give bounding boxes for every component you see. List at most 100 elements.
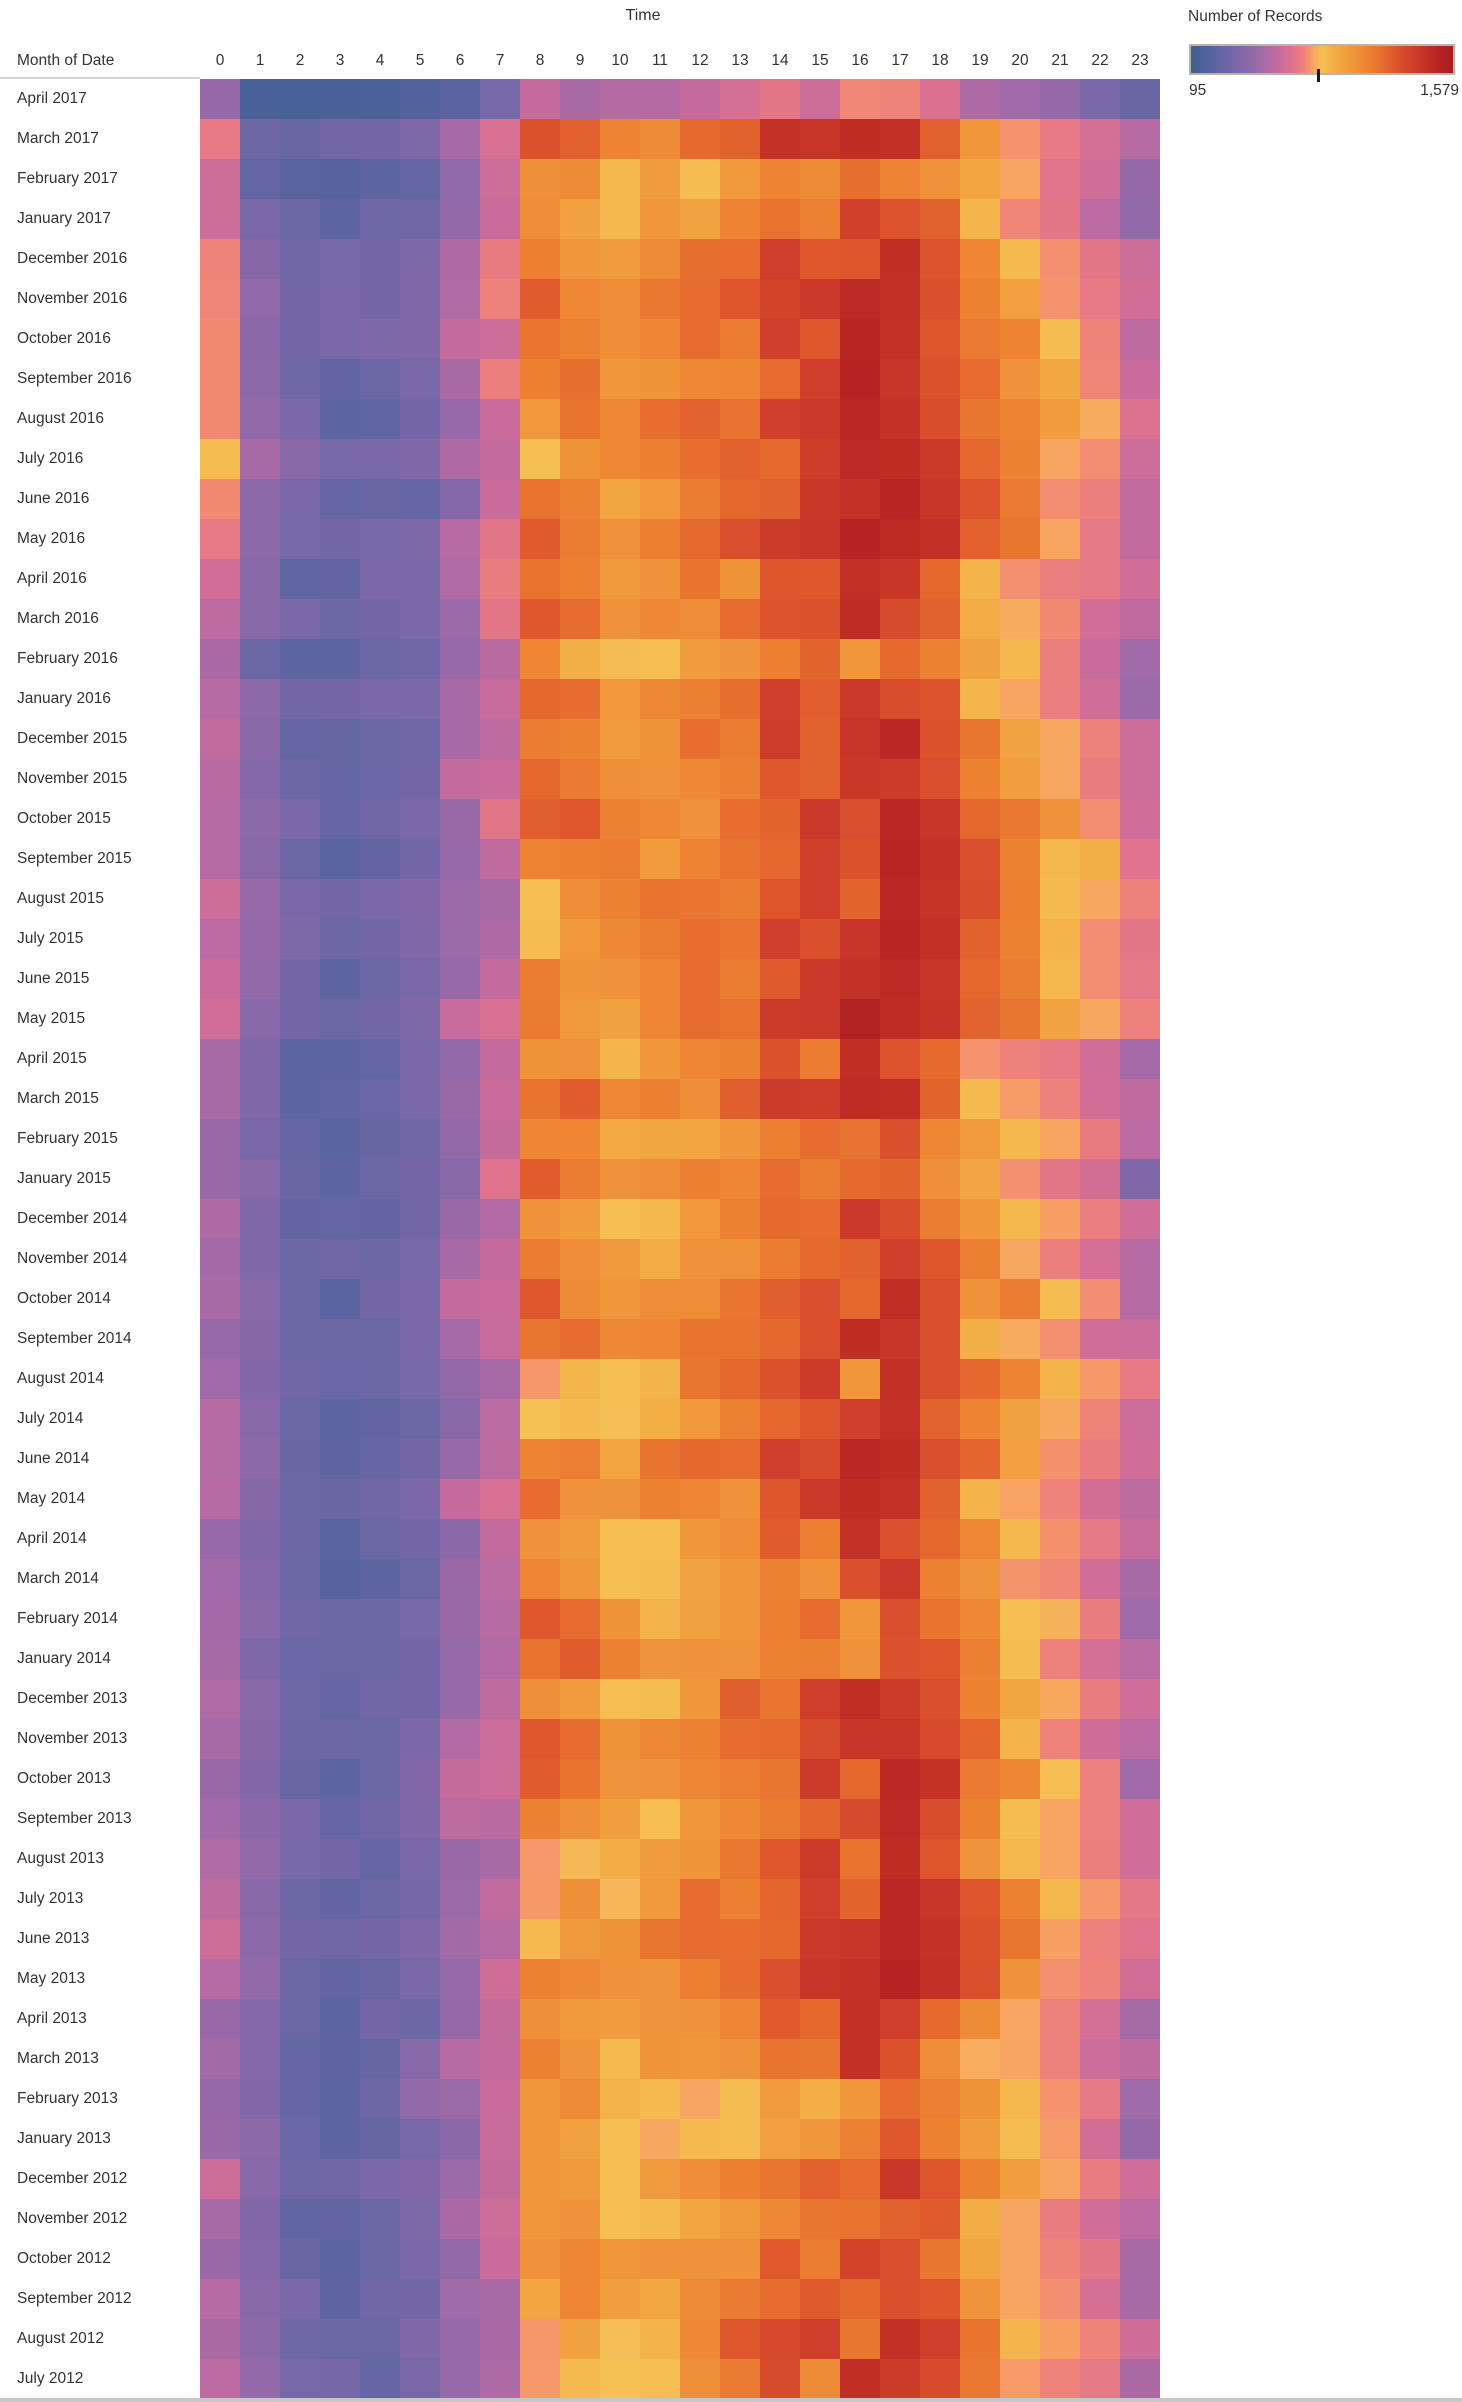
heatmap-cell[interactable]: [560, 999, 600, 1039]
heatmap-cell[interactable]: [1040, 1559, 1080, 1599]
heatmap-cell[interactable]: [600, 1119, 640, 1159]
heatmap-cell[interactable]: [1040, 639, 1080, 679]
heatmap-cell[interactable]: [920, 599, 960, 639]
heatmap-cell[interactable]: [280, 839, 320, 879]
heatmap-cell[interactable]: [520, 439, 560, 479]
heatmap-cell[interactable]: [680, 519, 720, 559]
heatmap-cell[interactable]: [800, 2279, 840, 2319]
heatmap-cell[interactable]: [480, 1999, 520, 2039]
heatmap-cell[interactable]: [920, 999, 960, 1039]
heatmap-cell[interactable]: [1000, 1399, 1040, 1439]
heatmap-cell[interactable]: [320, 799, 360, 839]
heatmap-cell[interactable]: [320, 1359, 360, 1399]
heatmap-cell[interactable]: [600, 279, 640, 319]
month-row-header[interactable]: July 2014: [17, 1410, 84, 1427]
heatmap-cell[interactable]: [760, 919, 800, 959]
heatmap-cell[interactable]: [200, 1039, 240, 1079]
heatmap-cell[interactable]: [1040, 1519, 1080, 1559]
heatmap-cell[interactable]: [840, 279, 880, 319]
heatmap-cell[interactable]: [600, 959, 640, 999]
heatmap-cell[interactable]: [560, 2199, 600, 2239]
heatmap-cell[interactable]: [1040, 1199, 1080, 1239]
heatmap-cell[interactable]: [360, 2079, 400, 2119]
heatmap-cell[interactable]: [320, 999, 360, 1039]
heatmap-cell[interactable]: [560, 279, 600, 319]
heatmap-cell[interactable]: [1040, 399, 1080, 439]
heatmap-cell[interactable]: [1040, 1919, 1080, 1959]
heatmap-cell[interactable]: [680, 159, 720, 199]
heatmap-cell[interactable]: [920, 399, 960, 439]
heatmap-cell[interactable]: [280, 1239, 320, 1279]
heatmap-cell[interactable]: [320, 599, 360, 639]
heatmap-cell[interactable]: [280, 1159, 320, 1199]
heatmap-cell[interactable]: [800, 1319, 840, 1359]
heatmap-cell[interactable]: [760, 399, 800, 439]
heatmap-cell[interactable]: [320, 2279, 360, 2319]
heatmap-cell[interactable]: [240, 879, 280, 919]
heatmap-cell[interactable]: [1120, 2119, 1160, 2159]
heatmap-cell[interactable]: [360, 1159, 400, 1199]
heatmap-cell[interactable]: [640, 639, 680, 679]
heatmap-cell[interactable]: [480, 519, 520, 559]
heatmap-cell[interactable]: [1000, 1159, 1040, 1199]
heatmap-cell[interactable]: [760, 879, 800, 919]
heatmap-cell[interactable]: [440, 79, 480, 119]
heatmap-cell[interactable]: [800, 279, 840, 319]
heatmap-cell[interactable]: [600, 79, 640, 119]
heatmap-cell[interactable]: [640, 1599, 680, 1639]
heatmap-cell[interactable]: [1040, 959, 1080, 999]
heatmap-cell[interactable]: [800, 319, 840, 359]
heatmap-cell[interactable]: [1080, 759, 1120, 799]
month-row-header[interactable]: January 2017: [17, 210, 111, 227]
heatmap-cell[interactable]: [520, 199, 560, 239]
heatmap-cell[interactable]: [960, 1679, 1000, 1719]
heatmap-cell[interactable]: [920, 1079, 960, 1119]
heatmap-cell[interactable]: [480, 1439, 520, 1479]
heatmap-cell[interactable]: [680, 1439, 720, 1479]
heatmap-cell[interactable]: [1000, 1639, 1040, 1679]
heatmap-cell[interactable]: [600, 479, 640, 519]
heatmap-cell[interactable]: [1080, 1799, 1120, 1839]
heatmap-cell[interactable]: [1000, 1879, 1040, 1919]
heatmap-cell[interactable]: [800, 599, 840, 639]
heatmap-cell[interactable]: [520, 2319, 560, 2359]
heatmap-cell[interactable]: [1120, 479, 1160, 519]
heatmap-cell[interactable]: [720, 399, 760, 439]
heatmap-cell[interactable]: [640, 199, 680, 239]
heatmap-cell[interactable]: [760, 719, 800, 759]
heatmap-cell[interactable]: [400, 1039, 440, 1079]
heatmap-cell[interactable]: [480, 1119, 520, 1159]
heatmap-cell[interactable]: [600, 1399, 640, 1439]
heatmap-cell[interactable]: [240, 1759, 280, 1799]
heatmap-cell[interactable]: [360, 2239, 400, 2279]
hour-column-header-19[interactable]: 19: [971, 52, 989, 69]
heatmap-cell[interactable]: [280, 1519, 320, 1559]
heatmap-cell[interactable]: [280, 879, 320, 919]
heatmap-cell[interactable]: [1120, 1399, 1160, 1439]
heatmap-cell[interactable]: [320, 2199, 360, 2239]
heatmap-cell[interactable]: [560, 1999, 600, 2039]
heatmap-cell[interactable]: [1040, 2319, 1080, 2359]
heatmap-cell[interactable]: [920, 919, 960, 959]
heatmap-cell[interactable]: [240, 1399, 280, 1439]
heatmap-cell[interactable]: [640, 839, 680, 879]
heatmap-cell[interactable]: [720, 1879, 760, 1919]
heatmap-cell[interactable]: [320, 319, 360, 359]
heatmap-cell[interactable]: [360, 1959, 400, 1999]
heatmap-cell[interactable]: [680, 1399, 720, 1439]
heatmap-cell[interactable]: [360, 199, 400, 239]
heatmap-cell[interactable]: [920, 159, 960, 199]
heatmap-cell[interactable]: [240, 479, 280, 519]
heatmap-cell[interactable]: [440, 1719, 480, 1759]
heatmap-cell[interactable]: [680, 759, 720, 799]
heatmap-cell[interactable]: [240, 1559, 280, 1599]
heatmap-cell[interactable]: [920, 1199, 960, 1239]
heatmap-cell[interactable]: [1000, 1679, 1040, 1719]
heatmap-cell[interactable]: [720, 1719, 760, 1759]
heatmap-cell[interactable]: [600, 2279, 640, 2319]
heatmap-cell[interactable]: [640, 1359, 680, 1399]
heatmap-cell[interactable]: [800, 1559, 840, 1599]
heatmap-cell[interactable]: [800, 1799, 840, 1839]
heatmap-cell[interactable]: [680, 1239, 720, 1279]
heatmap-cell[interactable]: [400, 519, 440, 559]
